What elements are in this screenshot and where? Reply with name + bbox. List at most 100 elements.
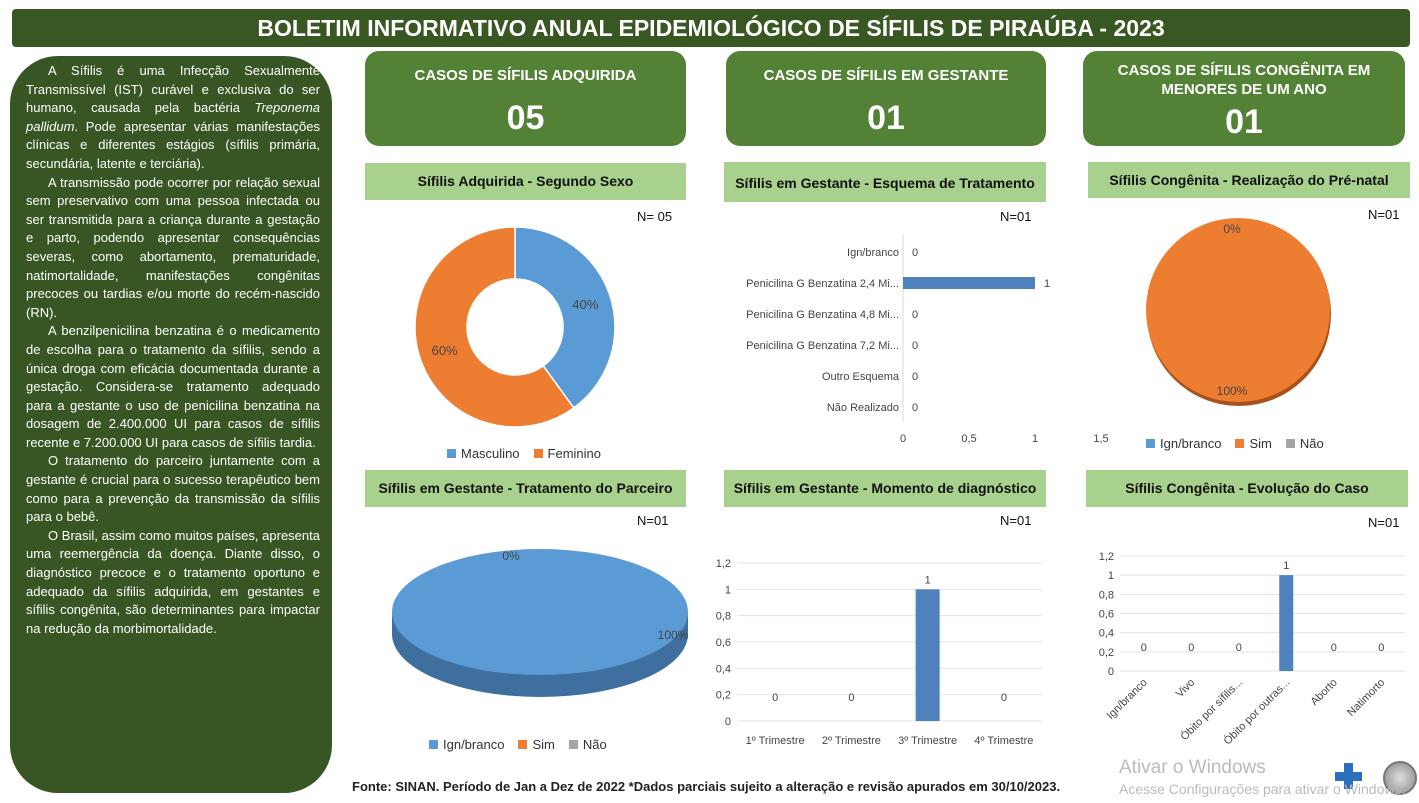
category-label: Ign/branco	[1105, 677, 1150, 722]
info-paragraph: O tratamento do parceiro juntamente com …	[26, 453, 320, 525]
info-paragraph: A transmissão pode ocorrer por relação s…	[26, 174, 320, 320]
pie-slice-sim	[1146, 218, 1330, 402]
bar	[1279, 575, 1294, 671]
info-paragraph: O Brasil, assim como muitos países, apre…	[26, 527, 320, 636]
kpi-label: CASOS DE SÍFILIS ADQUIRIDA	[414, 67, 637, 84]
legend-item: Ign/branco	[429, 737, 504, 752]
windows-watermark: Ativar o Windows	[1119, 757, 1266, 778]
kpi-label: CASOS DE SÍFILIS CONGÊNITA EM MENORES DE…	[1117, 62, 1371, 98]
n-count: N=01	[1368, 515, 1400, 530]
category-label: Penicilina G Benzatina 7,2 Mi...	[746, 340, 899, 352]
tick-label: 0,2	[716, 690, 731, 702]
data-label: 1	[925, 574, 931, 586]
tick-label: 0,4	[716, 663, 731, 675]
data-label: 40%	[572, 297, 598, 312]
chart-title: Sífilis Congênita - Realização do Pré-na…	[1088, 162, 1410, 198]
data-label: 1	[1283, 560, 1289, 572]
kpi-acquired: CASOS DE SÍFILIS ADQUIRIDA 05	[365, 51, 686, 146]
category-label: Natimorto	[1345, 677, 1387, 719]
tick-label: 1	[1108, 570, 1114, 582]
text: . Pode apresentar várias manifestações c…	[26, 118, 320, 171]
category-label: Aborto	[1308, 677, 1339, 708]
chart-title: Sífilis Adquirida - Segundo Sexo	[365, 163, 686, 200]
legend-item: Não	[568, 737, 607, 752]
legend-item: Feminino	[533, 446, 601, 461]
donut-slice-masculino	[514, 226, 616, 409]
data-label: 60%	[432, 343, 458, 358]
data-label: 0	[848, 692, 854, 704]
source-footer: Fonte: SINAN. Período de Jan a Dez de 20…	[352, 779, 1061, 794]
tick-label: 0,5	[961, 433, 976, 445]
tick-label: 1	[1032, 433, 1038, 445]
category-label: 2º Trimestre	[822, 735, 881, 747]
tick-label: 1,2	[1099, 551, 1114, 563]
legend-parceiro: Ign/branco Sim Não	[429, 737, 607, 752]
tick-label: 1	[725, 584, 731, 596]
data-label: 0%	[502, 549, 520, 563]
category-label: Não Realizado	[827, 402, 899, 414]
data-label: 0	[1141, 642, 1147, 654]
data-label: 0	[1001, 692, 1007, 704]
data-label: 0	[912, 402, 918, 414]
sus-logo	[1330, 763, 1370, 789]
kpi-congenital: CASOS DE SÍFILIS CONGÊNITA EM MENORES DE…	[1083, 51, 1405, 146]
data-label: 0	[1188, 642, 1194, 654]
data-label: 1	[1044, 278, 1050, 290]
category-label: 3º Trimestre	[898, 735, 957, 747]
legend-item: Sim	[1235, 436, 1272, 451]
bulletin-title: BOLETIM INFORMATIVO ANUAL EPIDEMIOLÓGICO…	[12, 9, 1410, 47]
n-count: N=01	[637, 513, 669, 528]
kpi-value: 01	[1225, 103, 1263, 141]
legend-prenatal: Ign/branco Sim Não	[1146, 436, 1324, 451]
data-label: 0	[912, 309, 918, 321]
chart-title: Sífilis em Gestante - Esquema de Tratame…	[724, 162, 1046, 202]
tick-label: 0	[1108, 666, 1114, 678]
info-paragraph: A benzilpenicilina benzatina é o medicam…	[26, 323, 320, 450]
data-label: 0%	[1223, 222, 1241, 236]
data-label: 100%	[1217, 384, 1248, 398]
category-label: Vivo	[1174, 677, 1197, 700]
chart-title: Sífilis em Gestante - Tratamento do Parc…	[365, 470, 686, 507]
kpi-value: 05	[506, 99, 545, 137]
legend-item: Sim	[518, 737, 555, 752]
category-label: Outro Esquema	[822, 371, 900, 383]
state-seal-logo	[1383, 761, 1417, 795]
tick-label: 0,4	[1099, 628, 1114, 640]
legend-item: Não	[1285, 436, 1324, 451]
text: A Sífilis é uma Infecção Sexualmente Tra…	[26, 63, 320, 116]
tick-label: 0,6	[716, 637, 731, 649]
n-count: N=01	[1000, 513, 1032, 528]
data-label: 0	[912, 247, 918, 259]
chart-title: Sífilis Congênita - Evolução do Caso	[1086, 470, 1408, 507]
bar	[915, 589, 940, 721]
legend-item: Masculino	[447, 446, 520, 461]
tick-label: 0,6	[1099, 609, 1114, 621]
data-label: 0	[772, 692, 778, 704]
tick-label: 0	[900, 433, 906, 445]
category-label: 4º Trimestre	[974, 735, 1033, 747]
n-count: N=01	[1000, 209, 1032, 224]
data-label: 0	[1331, 642, 1337, 654]
pie-slice-ign-branco	[392, 549, 688, 675]
chart-title: Sífilis em Gestante - Momento de diagnós…	[724, 470, 1046, 507]
legend-item: Ign/branco	[1146, 436, 1221, 451]
category-label: Penicilina G Benzatina 4,8 Mi...	[746, 309, 899, 321]
tick-label: 1,2	[716, 558, 731, 570]
data-label: 0	[912, 371, 918, 383]
tick-label: 1,5	[1093, 433, 1108, 445]
category-label: 1º Trimestre	[746, 735, 805, 747]
kpi-pregnant: CASOS DE SÍFILIS EM GESTANTE 01	[726, 51, 1046, 146]
info-panel: A Sífilis é uma Infecção Sexualmente Tra…	[10, 56, 332, 793]
windows-watermark-sub: Acesse Configurações para ativar o Windo…	[1119, 781, 1406, 797]
data-label: 0	[1378, 642, 1384, 654]
data-label: 0	[1236, 642, 1242, 654]
legend-sexo: Masculino Feminino	[447, 446, 601, 461]
text-italic: Treponema pallidum	[26, 100, 320, 134]
bar	[903, 277, 1035, 289]
n-count: N= 05	[637, 209, 673, 224]
tick-label: 0	[725, 716, 731, 728]
kpi-label: CASOS DE SÍFILIS EM GESTANTE	[763, 67, 1009, 84]
data-label: 0	[912, 340, 918, 352]
category-label: Penicilina G Benzatina 2,4 Mi...	[746, 278, 899, 290]
